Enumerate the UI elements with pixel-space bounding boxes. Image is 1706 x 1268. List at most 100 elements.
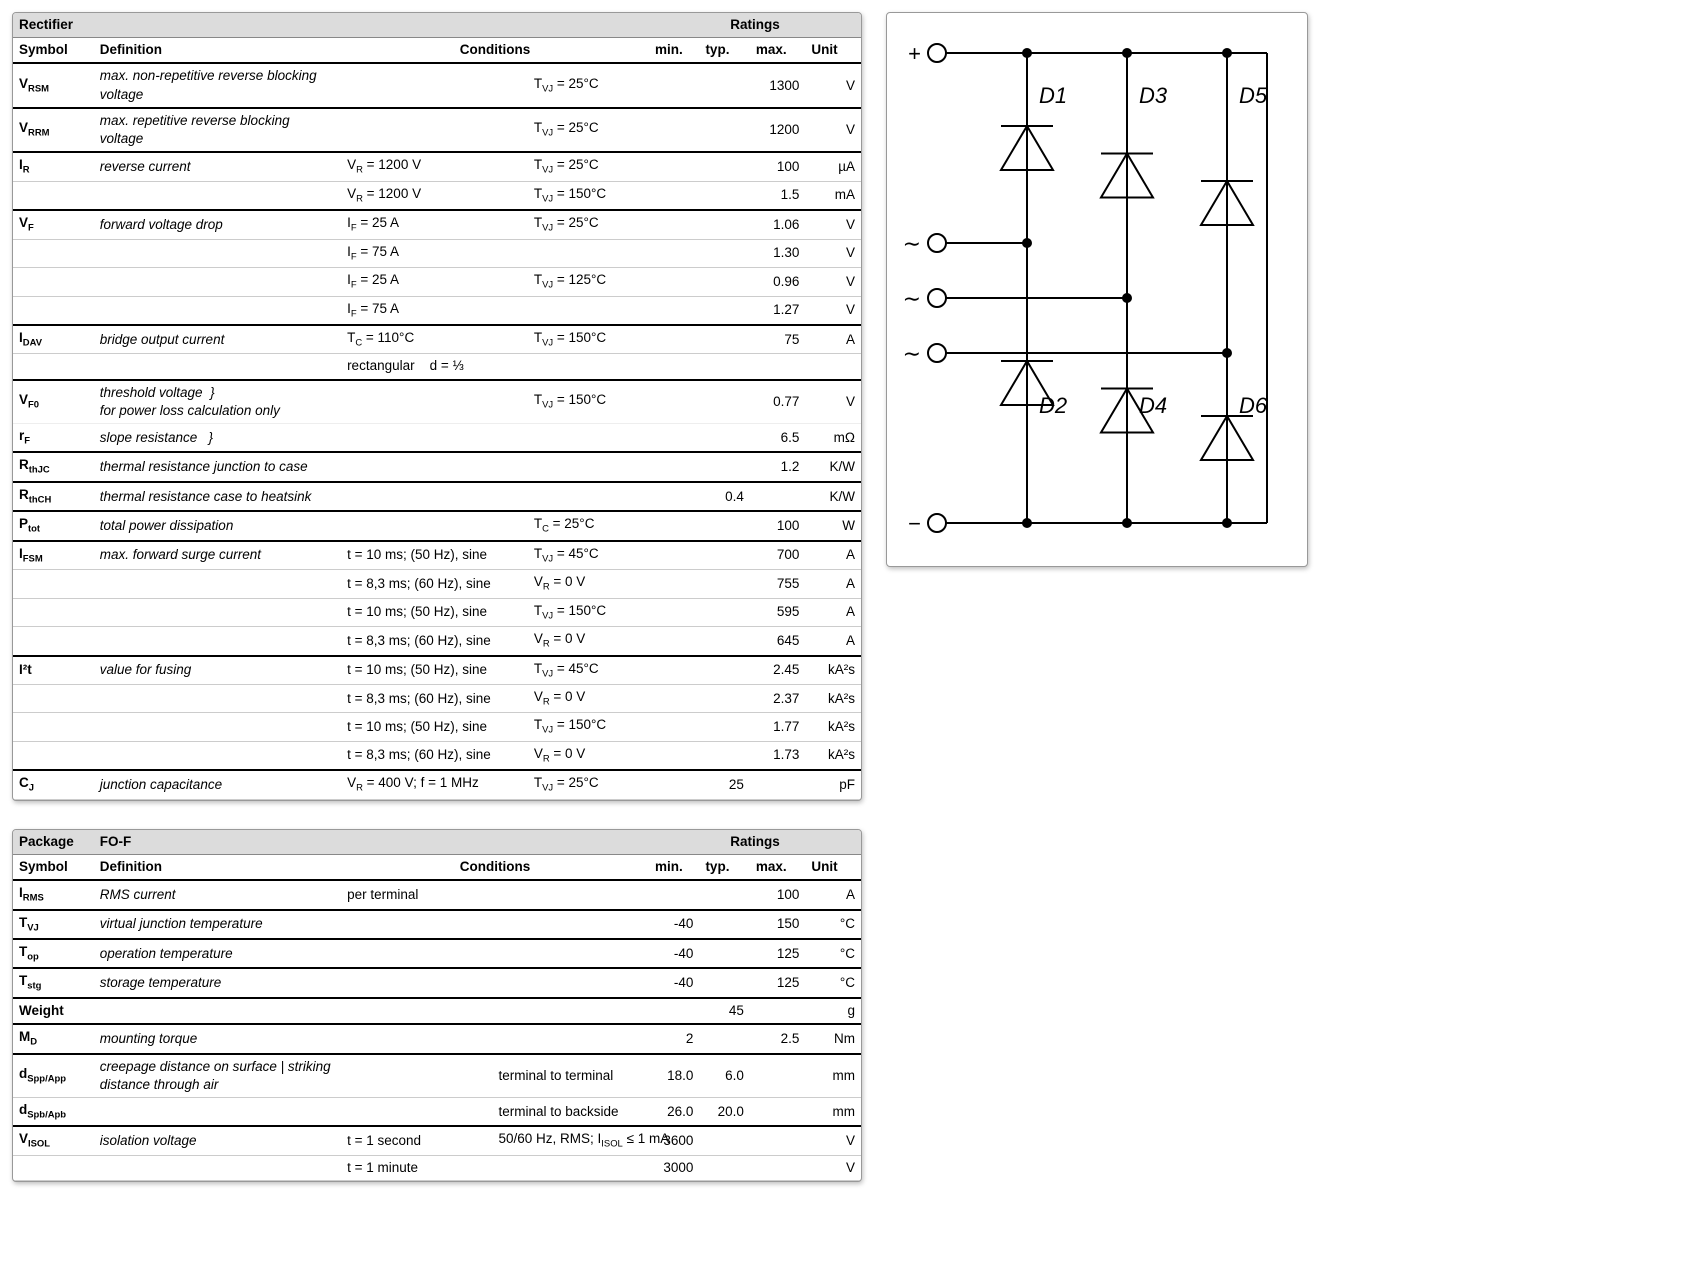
- hdr-definition: Definition: [94, 854, 341, 880]
- typ-cell: [699, 452, 749, 481]
- symbol-cell: [13, 684, 94, 712]
- condition-cell: rectangular d = ⅓: [341, 354, 528, 380]
- condition-cell: VR = 0 V: [528, 570, 649, 598]
- symbol-cell: [13, 1155, 94, 1180]
- condition-cell: [528, 424, 649, 453]
- table-row: t = 8,3 ms; (60 Hz), sineVR = 0 V1.73kA²…: [13, 741, 861, 770]
- min-cell: [649, 239, 699, 267]
- table-row: RthJCthermal resistance junction to case…: [13, 452, 861, 481]
- condition-cell: VR = 1200 V: [341, 152, 528, 181]
- svg-text:∼: ∼: [903, 231, 921, 256]
- condition-cell: [341, 108, 528, 152]
- condition-cell: [341, 511, 528, 540]
- typ-cell: [699, 325, 749, 354]
- condition-cell: [341, 63, 528, 107]
- table-row: VISOLisolation voltaget = 1 second 50/60…: [13, 1126, 861, 1155]
- definition-cell: [94, 268, 341, 296]
- max-cell: 2.37: [750, 684, 806, 712]
- table-row: VRSMmax. non-repetitive reverse blocking…: [13, 63, 861, 107]
- definition-cell: [94, 1098, 341, 1127]
- typ-cell: 45: [699, 998, 749, 1024]
- symbol-cell: [13, 296, 94, 325]
- max-cell: 1300: [750, 63, 806, 107]
- condition-cell: TVJ = 45°C: [528, 656, 649, 685]
- table-row: VFforward voltage dropIF = 25 ATVJ = 25°…: [13, 210, 861, 239]
- hdr-unit: Unit: [805, 854, 861, 880]
- unit-cell: Nm: [805, 1024, 861, 1053]
- unit-cell: °C: [805, 910, 861, 939]
- min-cell: [649, 998, 699, 1024]
- unit-cell: mm: [805, 1054, 861, 1098]
- table-row: Ptottotal power dissipationTC = 25°C100W: [13, 511, 861, 540]
- condition-cell: VR = 0 V: [528, 741, 649, 770]
- definition-cell: max. forward surge current: [94, 541, 341, 570]
- symbol-cell: [13, 627, 94, 656]
- unit-cell: A: [805, 325, 861, 354]
- condition-cell: [528, 482, 649, 511]
- table-row: Tstgstorage temperature-40125°C: [13, 968, 861, 997]
- min-cell: [649, 108, 699, 152]
- max-cell: [750, 1054, 806, 1098]
- symbol-cell: [13, 268, 94, 296]
- hdr-max: max.: [750, 38, 806, 64]
- definition-cell: slope resistance }: [94, 424, 341, 453]
- definition-cell: [94, 1155, 341, 1180]
- unit-cell: V: [805, 239, 861, 267]
- table-row: IRMSRMS currentper terminal100A: [13, 880, 861, 909]
- table-row: IDAVbridge output currentTC = 110°CTVJ =…: [13, 325, 861, 354]
- condition-cell: VR = 0 V: [528, 684, 649, 712]
- definition-cell: virtual junction temperature: [94, 910, 341, 939]
- max-cell: 0.77: [750, 380, 806, 424]
- hdr-symbol: Symbol: [13, 38, 94, 64]
- table-row: MDmounting torque22.5Nm: [13, 1024, 861, 1053]
- package-subtitle: FO-F: [94, 830, 649, 855]
- condition-cell: [341, 1054, 492, 1098]
- unit-cell: µA: [805, 152, 861, 181]
- condition-cell: TVJ = 150°C: [528, 380, 649, 424]
- unit-cell: [805, 354, 861, 380]
- unit-cell: mΩ: [805, 424, 861, 453]
- unit-cell: A: [805, 627, 861, 656]
- condition-cell: [341, 452, 528, 481]
- condition-cell: 50/60 Hz, RMS; IISOL ≤ 1 mA: [493, 1126, 649, 1155]
- definition-cell: [94, 239, 341, 267]
- package-title: Package: [13, 830, 94, 855]
- condition-cell: VR = 400 V; f = 1 MHz: [341, 770, 528, 799]
- condition-cell: [493, 968, 649, 997]
- max-cell: 1.73: [750, 741, 806, 770]
- condition-cell: TVJ = 150°C: [528, 181, 649, 210]
- max-cell: [750, 1126, 806, 1155]
- definition-cell: mounting torque: [94, 1024, 341, 1053]
- typ-cell: [699, 152, 749, 181]
- min-cell: [649, 380, 699, 424]
- max-cell: 700: [750, 541, 806, 570]
- package-table-panel: Package FO-F Ratings Symbol Definition C…: [12, 829, 862, 1182]
- unit-cell: V: [805, 108, 861, 152]
- min-cell: [649, 268, 699, 296]
- definition-cell: [94, 998, 341, 1024]
- condition-cell: TVJ = 25°C: [528, 152, 649, 181]
- unit-cell: kA²s: [805, 684, 861, 712]
- symbol-cell: MD: [13, 1024, 94, 1053]
- condition-cell: [493, 910, 649, 939]
- unit-cell: V: [805, 268, 861, 296]
- typ-cell: [699, 910, 749, 939]
- table-row: t = 10 ms; (50 Hz), sineTVJ = 150°C1.77k…: [13, 713, 861, 741]
- unit-cell: mm: [805, 1098, 861, 1127]
- min-cell: [649, 770, 699, 799]
- condition-cell: t = 8,3 ms; (60 Hz), sine: [341, 741, 528, 770]
- definition-cell: [94, 713, 341, 741]
- symbol-cell: IDAV: [13, 325, 94, 354]
- condition-cell: [341, 482, 528, 511]
- definition-cell: thermal resistance case to heatsink: [94, 482, 341, 511]
- typ-cell: [699, 656, 749, 685]
- table-row: t = 8,3 ms; (60 Hz), sineVR = 0 V645A: [13, 627, 861, 656]
- ratings-label: Ratings: [649, 830, 861, 855]
- max-cell: 755: [750, 570, 806, 598]
- symbol-cell: Ptot: [13, 511, 94, 540]
- table-row: t = 8,3 ms; (60 Hz), sineVR = 0 V2.37kA²…: [13, 684, 861, 712]
- typ-cell: 0.4: [699, 482, 749, 511]
- typ-cell: [699, 541, 749, 570]
- condition-cell: [528, 354, 649, 380]
- definition-cell: creepage distance on surface | striking …: [94, 1054, 341, 1098]
